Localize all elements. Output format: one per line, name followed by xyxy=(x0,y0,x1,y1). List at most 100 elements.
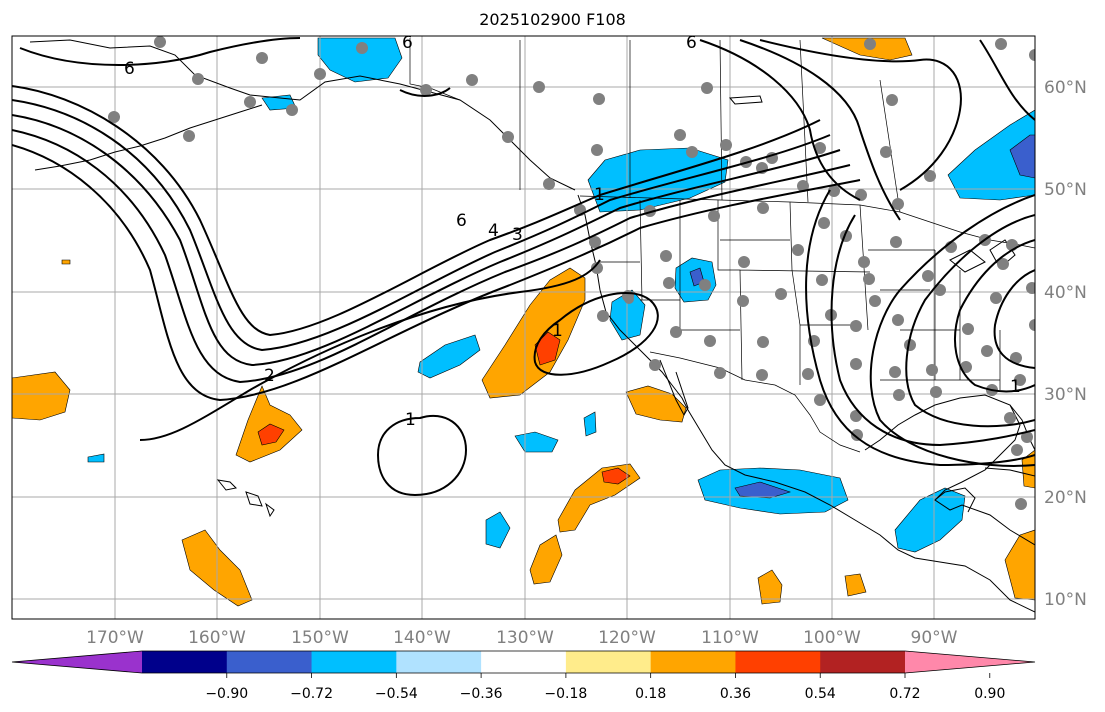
contour-trough-1 xyxy=(869,194,1035,467)
state-lines xyxy=(598,199,1001,390)
lon-label-130w: 130°W xyxy=(496,628,554,648)
lon-label-160w: 160°W xyxy=(188,628,246,648)
lat-label-60n: 60°N xyxy=(1044,78,1087,98)
colorbar-swatch xyxy=(142,651,228,673)
lon-label-170w: 170°W xyxy=(86,628,144,648)
hudson-bay xyxy=(728,95,763,105)
contour-pac-4 xyxy=(12,129,851,384)
colorbar-arrow-low xyxy=(12,651,142,673)
shade-orange-pac-s2 xyxy=(529,534,563,585)
baja-coast xyxy=(659,359,689,417)
shade-blue-pac5 xyxy=(87,453,105,463)
colorbar-swatch xyxy=(226,651,313,673)
contour-trough-6 xyxy=(830,214,1035,447)
colorbar-tick-label: −0.36 xyxy=(460,686,503,702)
contour-pac-2 xyxy=(12,99,831,352)
contour-trough-4 xyxy=(993,269,1035,369)
colorbar-tick-label: 0.54 xyxy=(805,686,836,702)
contour-alaska-6b xyxy=(399,87,451,97)
shade-orange-west xyxy=(12,371,71,421)
contour-label: 6 xyxy=(456,211,467,231)
colorbar-swatch xyxy=(311,651,397,673)
contour-label: 6 xyxy=(124,59,135,79)
shade-orange-se2 xyxy=(1021,449,1035,489)
map-title: 2025102900 F108 xyxy=(479,10,626,29)
colorbar-tick-label: 0.90 xyxy=(974,686,1005,702)
lon-label-110w: 110°W xyxy=(701,628,759,648)
shade-blue-pac1 xyxy=(417,334,481,379)
colorbar-tick-label: 0.18 xyxy=(635,686,666,702)
contour-label: 2 xyxy=(264,366,275,386)
lon-label-90w: 90°W xyxy=(911,628,958,648)
colorbar-tick-label: −0.54 xyxy=(375,686,418,702)
longitude-labels: 170°W 160°W 150°W 140°W 130°W 120°W 110°… xyxy=(86,628,958,648)
shade-blue-east xyxy=(947,109,1035,201)
colorbar-swatch xyxy=(565,651,652,673)
contour-label: 1 xyxy=(1010,377,1021,397)
colorbar-swatch xyxy=(820,651,906,673)
height-contours xyxy=(12,37,1035,497)
shade-red-pac-s xyxy=(601,467,631,485)
contour-pac-5 xyxy=(12,144,861,402)
lon-label-120w: 120°W xyxy=(598,628,656,648)
lat-label-40n: 40°N xyxy=(1044,283,1087,303)
contour-trough-3 xyxy=(954,239,1035,393)
shade-blue-pac3 xyxy=(583,411,597,437)
shade-darkblue-east xyxy=(1009,134,1035,179)
shade-orange-pac-s4 xyxy=(757,569,783,605)
contour-ne-4 xyxy=(979,39,1035,121)
contour-label: 1 xyxy=(405,410,416,430)
yucatan xyxy=(934,487,976,513)
mexico-west-coast xyxy=(687,409,1035,613)
contour-labels: 6 6 6 6 4 3 2 1 1 1 1 xyxy=(124,33,1021,430)
colorbar-arrow-high xyxy=(905,651,1035,673)
colorbar-tick-label: −0.18 xyxy=(544,686,587,702)
lat-label-10n: 10°N xyxy=(1044,590,1087,610)
aleutian-chain xyxy=(34,104,263,171)
colorbar-swatch xyxy=(396,651,482,673)
colorbar-tick-label: −0.90 xyxy=(205,686,248,702)
contour-label: 6 xyxy=(402,33,413,53)
contour-pac-3 xyxy=(12,114,841,367)
colorbar: −0.90 −0.72 −0.54 −0.36 −0.18 0.18 0.36 0.54 0.7… xyxy=(11,650,1036,702)
contour-label: 1 xyxy=(552,321,563,341)
contour-label: 6 xyxy=(686,33,697,53)
colorbar-tick-label: 0.72 xyxy=(889,686,920,702)
hawaii-3 xyxy=(265,502,275,518)
contour-trough-2 xyxy=(905,214,1035,428)
latitude-labels: 60°N 50°N 40°N 30°N 20°N 10°N xyxy=(1044,78,1087,610)
contour-cutoff-coast xyxy=(533,292,659,376)
map-frame xyxy=(11,35,1036,620)
contour-alaska-6 xyxy=(19,37,301,66)
shade-orange-coast xyxy=(481,267,586,399)
contour-low-pac xyxy=(376,414,468,497)
contour-label: 4 xyxy=(488,221,499,241)
gulf-coast xyxy=(864,394,1035,546)
contour-pac-6 xyxy=(139,259,601,441)
lon-label-140w: 140°W xyxy=(393,628,451,648)
cuba xyxy=(984,467,1035,477)
shade-orange-se xyxy=(1004,529,1035,601)
lon-label-100w: 100°W xyxy=(803,628,861,648)
contour-label: 1 xyxy=(594,185,605,205)
contour-trough-5 xyxy=(805,189,1035,467)
hawaii-2 xyxy=(245,491,263,507)
colorbar-tick-label: −0.72 xyxy=(290,686,333,702)
shade-yellow-dot xyxy=(61,259,71,265)
shade-orange-pac-s5 xyxy=(844,573,867,597)
contour-ne-1 xyxy=(759,39,962,191)
contour-ne-2 xyxy=(739,39,901,221)
shade-red-coast xyxy=(534,331,561,366)
colorbar-swatch xyxy=(481,651,567,673)
canada-alaska-border xyxy=(409,38,461,101)
shade-orange-hawaii xyxy=(235,385,303,463)
contour-label: 3 xyxy=(512,225,523,245)
colorbar-tick-label: 0.36 xyxy=(720,686,751,702)
colorbar-swatch xyxy=(650,651,736,673)
lat-label-30n: 30°N xyxy=(1044,385,1087,405)
contour-ne-3 xyxy=(699,39,861,201)
lon-label-150w: 150°W xyxy=(291,628,349,648)
shade-blue-central-america xyxy=(894,487,966,553)
lat-label-20n: 20°N xyxy=(1044,488,1087,508)
